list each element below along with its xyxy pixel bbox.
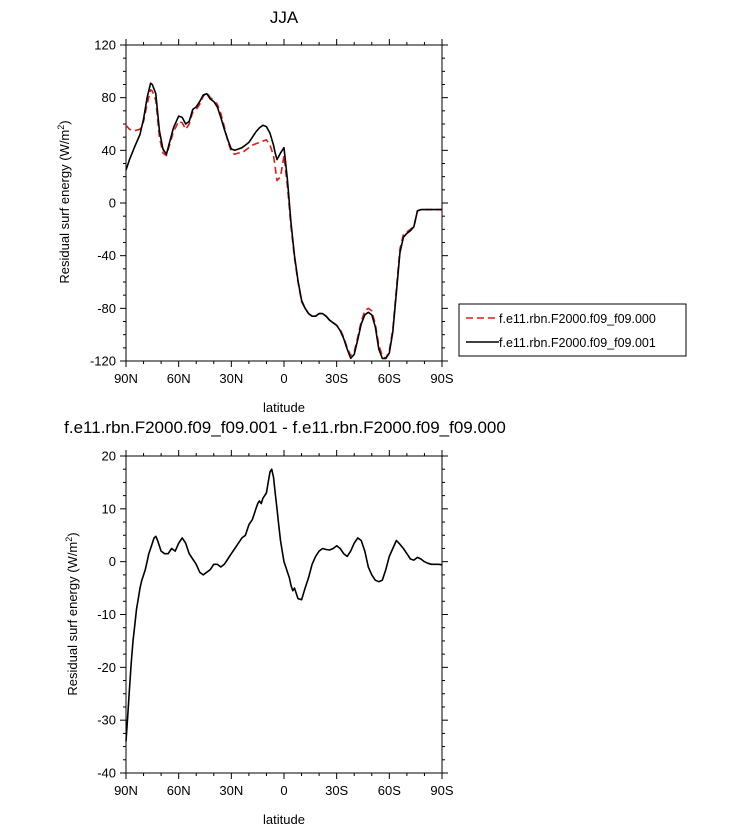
series-line-0 [125, 89, 442, 360]
chart-title: JJA [270, 8, 299, 27]
chart-title: f.e11.rbn.F2000.f09_f09.001 - f.e11.rbn.… [64, 418, 506, 437]
x-tick-label: 60S [378, 783, 401, 798]
legend-label-series-1: f.e11.rbn.F2000.f09_f09.001 [499, 336, 656, 350]
x-tick-label: 90S [430, 371, 453, 386]
x-tick-label: 30S [325, 783, 348, 798]
x-tick-label: 90S [430, 783, 453, 798]
plot-area: 20 10 0 -10 -20 -30 -40 90N 60N 30N 0 30S 60S 90S [97, 449, 454, 799]
x-tick-label: 30S [325, 371, 348, 386]
y-tick-label: -30 [97, 713, 116, 728]
x-tick-label: 60N [167, 371, 191, 386]
x-tick-label: 30N [219, 783, 243, 798]
y-tick-label: -120 [90, 354, 116, 369]
x-tick-label: 0 [280, 783, 287, 798]
series-line-0 [125, 468, 443, 742]
plot-frame [125, 455, 443, 774]
x-tick-label: 0 [280, 371, 287, 386]
y-tick-label: 0 [109, 196, 116, 211]
y-tick-label: 0 [109, 554, 116, 569]
x-tick-label: 30N [219, 371, 243, 386]
x-tick-label: 90N [114, 371, 138, 386]
x-axis-label: latitude [263, 400, 305, 415]
y-tick-label: 10 [102, 501, 116, 516]
y-tick-label: -40 [97, 248, 116, 263]
x-tick-label: 60S [378, 371, 401, 386]
x-tick-label: 60N [167, 783, 191, 798]
y-axis-label: Residual surf energy (W/m2) [56, 120, 72, 283]
y-tick-label: 40 [102, 143, 116, 158]
series-line-1 [125, 82, 442, 360]
y-tick-label: 120 [94, 38, 116, 53]
y-tick-label: -10 [97, 607, 116, 622]
legend-entry-series-1: f.e11.rbn.F2000.f09_f09.001 [466, 336, 656, 350]
y-tick-label: 20 [102, 449, 116, 464]
top-panel: JJA 120 80 40 0 -40 -80 -120 90N 60N 30N 0 30S 60S 90… [56, 8, 687, 415]
y-tick-label: -20 [97, 660, 116, 675]
y-tick-label: -40 [97, 766, 116, 781]
legend-label-series-0: f.e11.rbn.F2000.f09_f09.000 [499, 312, 656, 326]
legend-box [458, 303, 687, 357]
legend: f.e11.rbn.F2000.f09_f09.000 f.e11.rbn.F2… [458, 303, 687, 357]
bottom-panel: f.e11.rbn.F2000.f09_f09.001 - f.e11.rbn.… [64, 418, 506, 827]
y-tick-label: -80 [97, 301, 116, 316]
y-tick-label: 80 [102, 90, 116, 105]
x-tick-label: 90N [114, 783, 138, 798]
y-axis-label: Residual surf energy (W/m2) [64, 532, 80, 695]
legend-entry-series-0: f.e11.rbn.F2000.f09_f09.000 [466, 312, 656, 326]
x-axis-label: latitude [263, 812, 305, 827]
plot-area: 120 80 40 0 -40 -80 -120 90N 60N 30N 0 30S 60S 90S [90, 38, 454, 387]
